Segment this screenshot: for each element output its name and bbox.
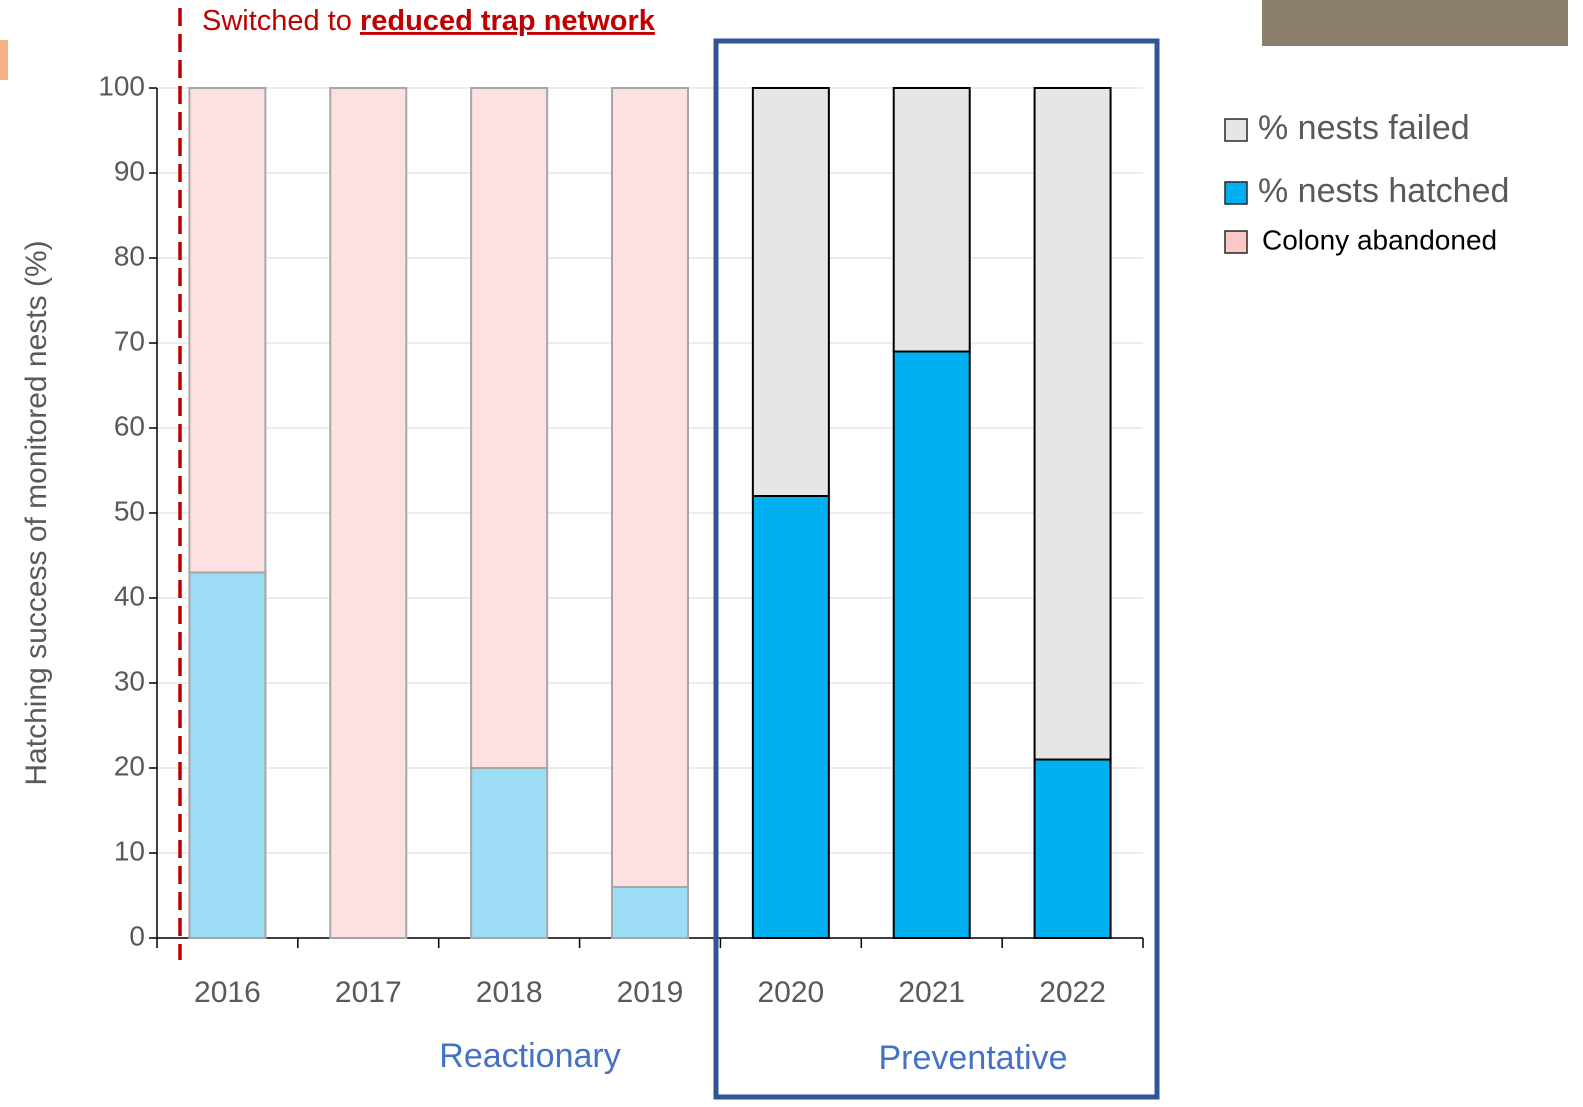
y-tick-label: 0 xyxy=(129,920,145,951)
annotation-emph: reduced trap network xyxy=(360,5,656,37)
x-tick-label: 2017 xyxy=(335,976,402,1009)
bar-segment xyxy=(329,87,408,939)
annotation: Switched to reduced trap network xyxy=(202,5,656,37)
y-tick-label: 20 xyxy=(114,750,145,781)
y-tick-label: 80 xyxy=(114,240,145,271)
x-tick-label: 2022 xyxy=(1039,976,1106,1009)
x-tick-label: 2020 xyxy=(757,976,824,1009)
y-tick-label: 90 xyxy=(114,155,145,186)
bar-segment xyxy=(892,87,971,353)
legend-label: Colony abandoned xyxy=(1262,224,1497,255)
bar-segment xyxy=(892,350,971,939)
x-tick-label: 2021 xyxy=(898,976,965,1009)
x-tick-label: 2018 xyxy=(476,976,543,1009)
legend-swatch xyxy=(1224,118,1248,142)
bar-segment xyxy=(188,571,267,939)
group-box xyxy=(713,38,1160,1100)
y-tick-label: 60 xyxy=(114,410,145,441)
bar-segment xyxy=(470,87,549,769)
edge-fragment xyxy=(0,40,8,80)
bar-segment xyxy=(1033,87,1112,761)
bar-segment xyxy=(751,87,830,497)
legend-label: % nests hatched xyxy=(1258,172,1509,210)
y-tick-label: 70 xyxy=(114,325,145,356)
group-label: Preventative xyxy=(879,1039,1068,1077)
bar-segment xyxy=(470,767,549,939)
photo xyxy=(1262,0,1568,46)
bar-segment xyxy=(751,495,830,939)
group-label: Reactionary xyxy=(439,1037,620,1075)
x-tick-label: 2016 xyxy=(194,976,261,1009)
legend-label: % nests failed xyxy=(1258,109,1470,147)
y-tick-label: 10 xyxy=(114,835,145,866)
y-tick-label: 100 xyxy=(98,70,145,101)
bar-segment xyxy=(611,87,689,888)
bar-segment xyxy=(188,87,267,574)
y-tick-label: 50 xyxy=(114,495,145,526)
legend-swatch xyxy=(1224,230,1248,254)
y-tick-label: 30 xyxy=(114,665,145,696)
bar-segment xyxy=(1033,758,1112,939)
bar-segment xyxy=(611,886,689,939)
y-axis-title: Hatching success of monitored nests (%) xyxy=(20,240,53,785)
annotation-prefix: Switched to xyxy=(202,5,360,37)
x-tick-label: 2019 xyxy=(617,976,684,1009)
y-tick-label: 40 xyxy=(114,580,145,611)
legend-swatch xyxy=(1224,181,1248,205)
